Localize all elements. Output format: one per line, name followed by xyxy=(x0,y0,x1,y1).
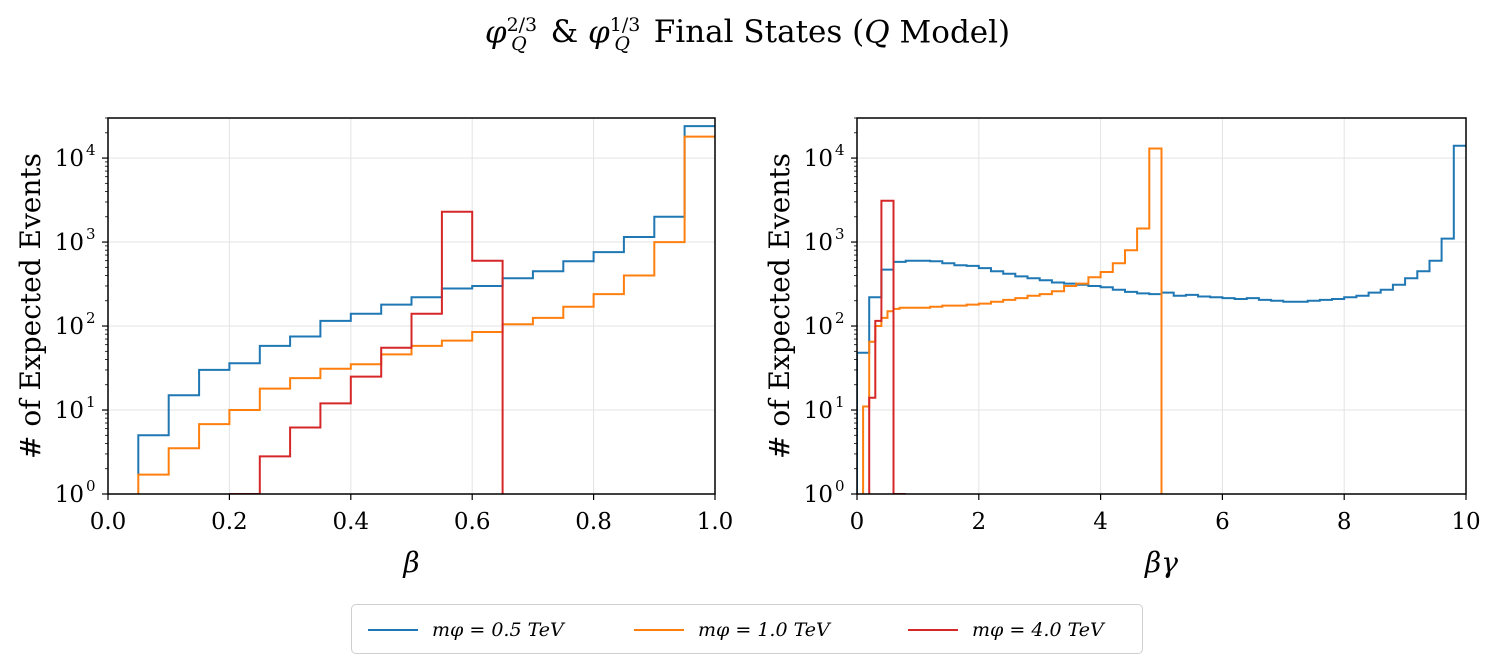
chart1-series-1 xyxy=(862,147,1163,494)
legend-label-2: mφ = 4.0 TeV xyxy=(972,619,1104,641)
legend-label-1: mφ = 1.0 TeV xyxy=(698,619,830,641)
chart0-series-0 xyxy=(137,125,715,475)
legend-item-0: mφ = 0.5 TeV xyxy=(368,605,564,655)
chart0-xlabel: β xyxy=(402,546,419,579)
chart1-xlabel: βγ xyxy=(1144,546,1178,579)
chart1-xtick-label-2: 4 xyxy=(1093,509,1108,535)
chart1-xtick-label-0: 0 xyxy=(850,509,865,535)
chart1-ytick-label-4: 10 xyxy=(804,146,833,172)
chart1-ylabel: # of Expected Events xyxy=(763,153,796,459)
chart1-xtick-label-3: 6 xyxy=(1215,509,1230,535)
chart1-xtick-label-5: 10 xyxy=(1451,509,1480,535)
legend: mφ = 0.5 TeV mφ = 1.0 TeV mφ = 4.0 TeV xyxy=(351,604,1143,654)
legend-line-0 xyxy=(368,629,418,631)
chart0-xtick-label-3: 0.6 xyxy=(454,509,491,535)
chart1-xtick-label-1: 2 xyxy=(971,509,986,535)
chart1-ytick-label-2: 10 xyxy=(804,314,833,340)
chart0-ytick-label-3: 10 xyxy=(55,230,84,256)
chart0-ytick-label-4: 10 xyxy=(55,146,84,172)
legend-item-1: mφ = 1.0 TeV xyxy=(634,605,830,655)
figure-title: φ2/3Q & φ1/3Q Final States (Q Model) xyxy=(484,14,1011,55)
chart0-ytick-label-1: 10 xyxy=(55,398,84,424)
chart1-ytick-label-0: 10 xyxy=(804,482,833,508)
legend-item-2: mφ = 4.0 TeV xyxy=(908,605,1104,655)
chart1-frame xyxy=(856,117,1467,495)
chart0-ytick-exp-3: 3 xyxy=(86,225,96,243)
chart0-xtick-label-4: 0.8 xyxy=(575,509,612,535)
chart0-ytick-label-0: 10 xyxy=(55,482,84,508)
chart0-ytick-exp-4: 4 xyxy=(86,141,96,159)
chart1-ytick-exp-2: 2 xyxy=(835,309,845,327)
chart0-ytick-label-2: 10 xyxy=(55,314,84,340)
chart0-series-1 xyxy=(137,135,715,494)
legend-label-0: mφ = 0.5 TeV xyxy=(432,619,564,641)
chart0-ylabel: # of Expected Events xyxy=(14,153,47,459)
legend-line-1 xyxy=(634,629,684,631)
chart0-frame xyxy=(107,117,716,495)
chart1-ytick-label-3: 10 xyxy=(804,230,833,256)
chart0-xtick-label-2: 0.4 xyxy=(333,509,370,535)
chart1-ytick-exp-3: 3 xyxy=(835,225,845,243)
chart1-ytick-exp-0: 0 xyxy=(835,477,845,495)
chart0-xtick-label-0: 0.0 xyxy=(90,509,127,535)
chart0-xtick-label-5: 1.0 xyxy=(697,509,734,535)
chart0-series-2 xyxy=(229,210,504,494)
chart0-ytick-exp-2: 2 xyxy=(86,309,96,327)
chart1-xtick-label-4: 8 xyxy=(1337,509,1352,535)
legend-line-2 xyxy=(908,629,958,631)
chart0-xtick-label-1: 0.2 xyxy=(211,509,248,535)
chart1-ytick-exp-4: 4 xyxy=(835,141,845,159)
chart1-series-2 xyxy=(868,199,906,494)
chart0-ytick-exp-1: 1 xyxy=(86,393,96,411)
chart1-ytick-label-1: 10 xyxy=(804,398,833,424)
chart0-ytick-exp-0: 0 xyxy=(86,477,96,495)
chart1-ytick-exp-1: 1 xyxy=(835,393,845,411)
